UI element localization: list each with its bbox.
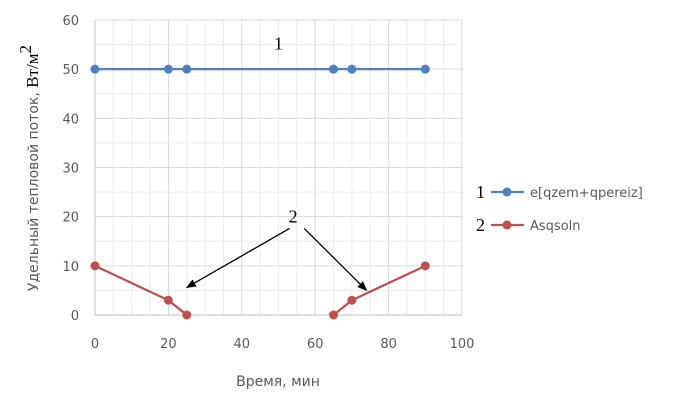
x-tick-label: 0 [91,337,99,352]
legend-label: e[qzem+qpereiz] [530,186,643,201]
y-tick-labels: 0 10 20 30 40 50 60 [62,14,79,324]
y-axis-label-unit: Вт/м [23,53,42,87]
legend-number: 1 [476,182,485,202]
annotation-arrow [303,228,368,292]
chart-grid [94,19,463,316]
legend-number: 2 [476,215,485,235]
data-point [329,310,339,320]
data-point [163,295,173,305]
data-point [420,64,430,74]
series-2 [90,261,430,320]
x-axis-label: Время, мин [236,374,320,390]
y-tick-label: 60 [62,14,79,29]
data-point [90,261,100,271]
data-point [182,310,192,320]
data-point [329,64,339,74]
legend-item: 1 e[qzem+qpereiz] [476,182,643,202]
x-tick-label: 40 [234,337,251,352]
legend-swatch-marker [502,187,512,197]
legend: 1 e[qzem+qpereiz] 2 Asqsoln [476,182,643,235]
annotation-number: 1 [274,34,283,54]
series-1 [90,64,430,74]
y-tick-label: 0 [71,309,79,324]
y-axis-label: Удельный тепловой поток, Вт/м2 [16,45,42,291]
y-axis-label-text: Удельный тепловой поток, [26,88,42,291]
data-point [182,64,192,74]
data-point [347,64,357,74]
data-point [420,261,430,271]
y-tick-label: 10 [62,260,79,275]
x-tick-label: 100 [450,337,475,352]
x-tick-label: 60 [307,337,324,352]
legend-item: 2 Asqsoln [476,215,581,235]
y-tick-label: 40 [62,112,79,127]
x-tick-labels: 0 20 40 60 80 100 [91,337,475,352]
annotation-number: 2 [289,207,298,227]
y-tick-label: 30 [62,162,79,177]
x-tick-label: 80 [380,337,397,352]
y-tick-label: 20 [62,211,79,226]
annotation-arrow [185,227,290,289]
x-tick-label: 20 [160,337,177,352]
data-point [163,64,173,74]
legend-swatch-marker [502,220,512,230]
y-tick-label: 50 [62,63,79,78]
data-point [90,64,100,74]
legend-label: Asqsoln [530,219,581,234]
annotation-layer: 12 [185,34,368,292]
y-axis-label-unit-sup: 2 [16,45,35,54]
series-layer [90,64,430,320]
data-point [347,295,357,305]
